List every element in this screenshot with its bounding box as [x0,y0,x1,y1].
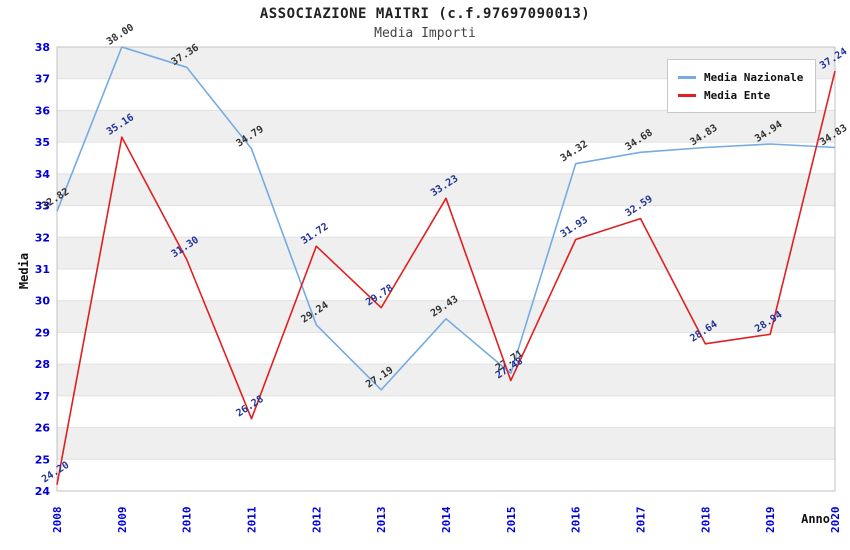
plot-border [56,46,836,492]
y-axis-tick-label: 37 [35,73,50,86]
y-axis-title: Media [17,253,31,289]
x-axis-title: Anno [801,512,830,526]
x-axis-tick-label: 2011 [246,506,259,533]
legend: Media Nazionale Media Ente [667,59,817,113]
background-band [57,237,835,269]
y-axis-tick-label: 30 [35,295,51,308]
x-axis-tick-label: 2013 [375,507,388,534]
series-line-media-ente [56,70,836,485]
x-axis-tick-label: 2015 [505,507,518,534]
y-axis-tick-label: 24 [35,485,51,498]
y-axis-tick-label: 34 [35,168,51,181]
x-axis-tick-label: 2012 [310,507,323,534]
data-label-media-nazionale: 38.00 [105,22,136,48]
chart-subtitle: Media Importi [374,26,476,41]
y-axis-tick-label: 31 [35,263,50,276]
legend-item-media-ente: Media Ente [678,87,803,103]
background-band [57,300,835,333]
x-axis-tick-label: 2018 [699,507,712,534]
y-axis-tick-label: 29 [35,326,50,339]
series-line-media-nazionale [56,46,836,391]
legend-label-media-nazionale: Media Nazionale [704,70,804,84]
legend-swatch-media-ente [678,93,696,97]
y-axis-tick-label: 38 [35,41,50,54]
y-axis-tick-label: 27 [35,390,50,403]
x-axis-tick-label: 2016 [570,506,583,533]
data-label-media-nazionale: 34.32 [559,139,590,165]
x-axis-tick-label: 2009 [116,507,129,534]
x-axis-tick-label: 2014 [440,506,453,533]
chart-title: ASSOCIAZIONE MAITRI (c.f.97697090013) [259,6,591,22]
y-axis-tick-label: 26 [35,422,51,435]
background-band [57,427,835,460]
x-axis-tick-label: 2008 [51,507,64,534]
legend-item-media-nazionale: Media Nazionale [678,69,803,85]
x-axis-tick-label: 2017 [635,507,648,534]
legend-swatch-media-nazionale [678,75,696,79]
y-axis-tick-label: 36 [35,104,51,117]
legend-label-media-ente: Media Ente [704,88,771,102]
y-axis-tick-label: 33 [35,200,50,213]
x-axis-tick-label: 2019 [764,507,777,534]
x-axis-tick-label: 2020 [829,507,842,534]
background-band [57,364,835,396]
y-axis-tick-label: 35 [35,136,50,149]
y-axis-tick-label: 32 [35,231,50,244]
x-axis-tick-label: 2010 [181,507,194,534]
y-axis-tick-label: 25 [35,453,50,466]
background-band [57,110,835,143]
y-axis-tick-label: 28 [35,358,50,371]
